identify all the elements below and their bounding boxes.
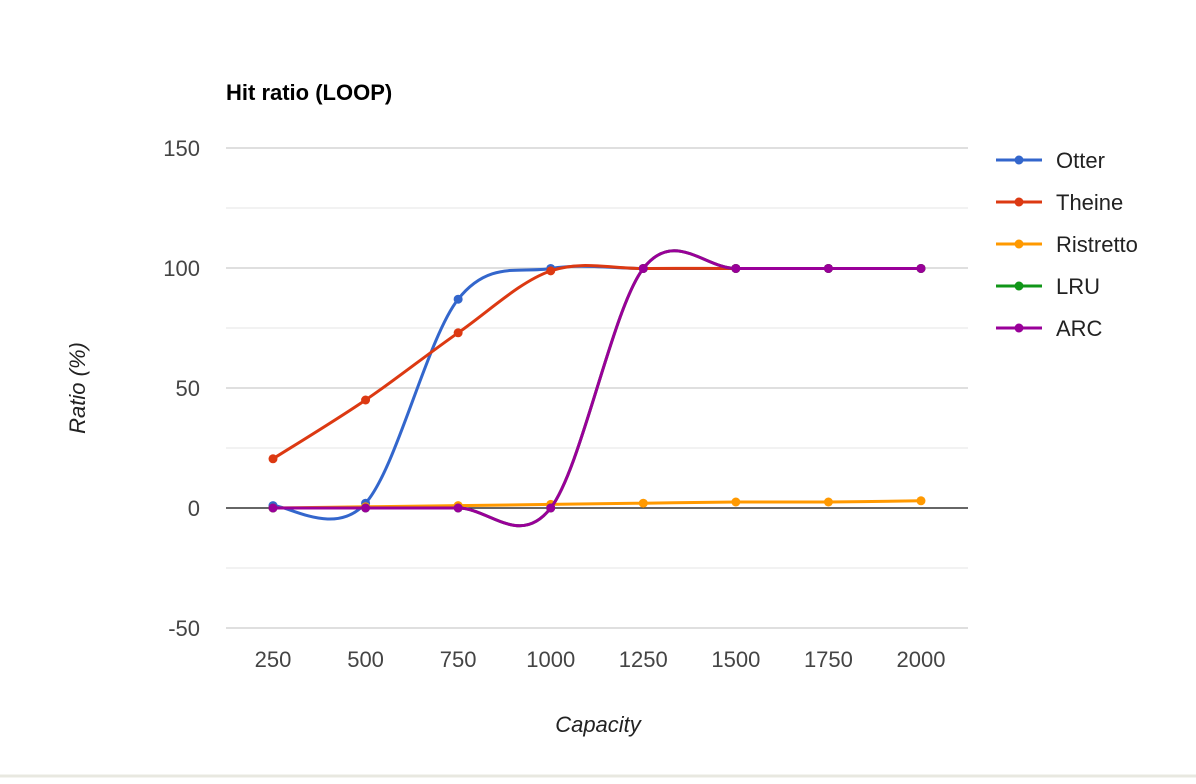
data-point-arc xyxy=(731,263,741,273)
x-tick-label: 1000 xyxy=(526,647,575,672)
legend-swatch-dot xyxy=(1014,239,1024,249)
legend-item-arc[interactable]: ARC xyxy=(996,316,1103,341)
data-point-arc xyxy=(268,503,278,513)
x-tick-label: 750 xyxy=(440,647,477,672)
legend-swatch-dot xyxy=(1014,281,1024,291)
y-tick-label: 150 xyxy=(163,136,200,161)
data-point-theine xyxy=(546,266,556,276)
legend-item-theine[interactable]: Theine xyxy=(996,190,1123,215)
x-tick-label: 2000 xyxy=(897,647,946,672)
data-point-arc xyxy=(916,263,926,273)
data-point-otter xyxy=(453,294,463,304)
data-point-ristretto xyxy=(638,498,648,508)
y-tick-label: 100 xyxy=(163,256,200,281)
legend-label: LRU xyxy=(1056,274,1100,299)
x-tick-label: 250 xyxy=(255,647,292,672)
y-tick-label: -50 xyxy=(168,616,200,641)
legend-label: Otter xyxy=(1056,148,1105,173)
data-point-arc xyxy=(823,263,833,273)
data-point-arc xyxy=(361,503,371,513)
series-lines xyxy=(268,249,926,528)
legend-item-otter[interactable]: Otter xyxy=(996,148,1105,173)
data-point-arc xyxy=(453,503,463,513)
data-point-arc xyxy=(546,503,556,513)
x-tick-label: 500 xyxy=(347,647,384,672)
data-point-theine xyxy=(453,328,463,338)
legend-label: Theine xyxy=(1056,190,1123,215)
x-tick-label: 1750 xyxy=(804,647,853,672)
series-arc xyxy=(268,249,926,528)
legend-label: Ristretto xyxy=(1056,232,1138,257)
legend-label: ARC xyxy=(1056,316,1103,341)
legend-swatch-dot xyxy=(1014,323,1024,333)
data-point-theine xyxy=(361,395,371,405)
x-tick-label: 1250 xyxy=(619,647,668,672)
data-point-ristretto xyxy=(731,497,741,507)
x-tick-labels: 250 500 750 1000 1250 1500 1750 2000 xyxy=(255,647,946,672)
y-tick-label: 50 xyxy=(176,376,200,401)
data-point-ristretto xyxy=(916,496,926,506)
data-point-arc xyxy=(638,263,648,273)
legend-swatch-dot xyxy=(1014,197,1024,207)
x-axis-title: Capacity xyxy=(555,712,643,737)
legend-item-lru[interactable]: LRU xyxy=(996,274,1100,299)
chart-title: Hit ratio (LOOP) xyxy=(226,80,392,105)
y-axis-title: Ratio (%) xyxy=(65,342,90,434)
legend-item-ristretto[interactable]: Ristretto xyxy=(996,232,1138,257)
legend: Otter Theine Ristretto LRU ARC xyxy=(996,148,1138,341)
x-tick-label: 1500 xyxy=(711,647,760,672)
series-line-arc xyxy=(271,249,923,528)
legend-swatch-dot xyxy=(1014,155,1024,165)
data-point-ristretto xyxy=(823,497,833,507)
data-point-theine xyxy=(268,454,278,464)
y-tick-label: 0 xyxy=(188,496,200,521)
y-tick-labels: 150 100 50 0 -50 xyxy=(163,136,200,641)
